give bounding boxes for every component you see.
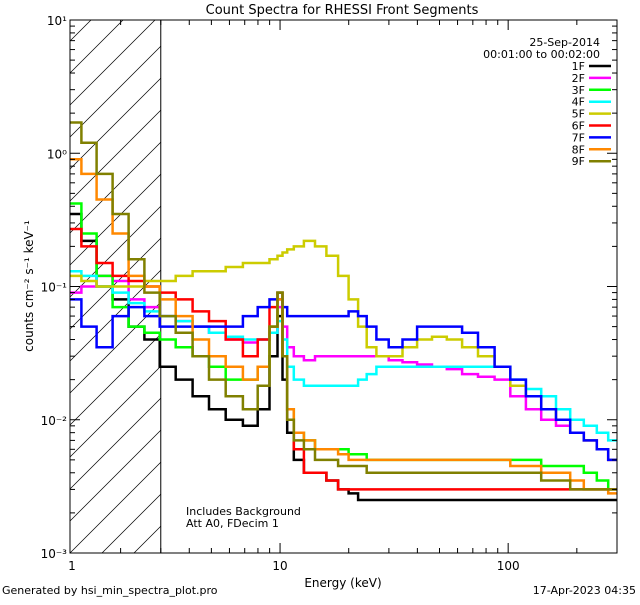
legend-label-7F: 7F [572, 131, 585, 144]
hatch-line [70, 461, 161, 553]
series-line-1F [70, 212, 617, 502]
chart-title: Count Spectra for RHESSI Front Segments [206, 3, 479, 18]
x-tick-label: 10 [272, 559, 287, 573]
annotation-attenuator: Att A0, FDecim 1 [186, 517, 279, 530]
series-group [70, 121, 617, 502]
y-tick-label: 10⁻² [41, 414, 68, 428]
y-tick-label: 10⁰ [47, 147, 67, 161]
legend-label-5F: 5F [572, 108, 585, 121]
hatch-line [70, 397, 161, 490]
hatch-line [70, 429, 161, 522]
y-tick-label: 10⁻³ [41, 547, 68, 561]
legend-label-3F: 3F [572, 84, 585, 97]
legend-label-4F: 4F [572, 96, 585, 109]
x-tick-label: 100 [497, 559, 520, 573]
legend-label-8F: 8F [572, 143, 585, 156]
series-line-7F [70, 298, 617, 462]
annotation-background: Includes Background [186, 505, 301, 518]
legend-time-range: 00:01:00 to 00:02:00 [483, 48, 600, 61]
x-tick-label: 1 [68, 559, 76, 573]
hatch-line [70, 77, 161, 170]
hatch-line [70, 45, 161, 138]
legend-label-2F: 2F [572, 72, 585, 85]
y-tick-label: 10¹ [47, 14, 67, 28]
footer-timestamp: 17-Apr-2023 04:35 [533, 584, 636, 597]
series-line-9F [70, 121, 617, 491]
footer-generated-by: Generated by hsi_min_spectra_plot.pro [2, 584, 218, 597]
legend-label-9F: 9F [572, 155, 585, 168]
y-tick-label: 10⁻¹ [41, 281, 68, 295]
legend-label-6F: 6F [572, 120, 585, 133]
y-axis-label: counts cm⁻² s⁻¹ keV⁻¹ [22, 220, 36, 352]
axes: 1 10 100 10¹ 10⁰ 10⁻¹ 10⁻² 10⁻³ [41, 14, 618, 573]
x-axis-label: Energy (keV) [304, 576, 381, 590]
legend-date: 25-Sep-2014 [529, 36, 600, 49]
legend-label-1F: 1F [572, 60, 585, 73]
